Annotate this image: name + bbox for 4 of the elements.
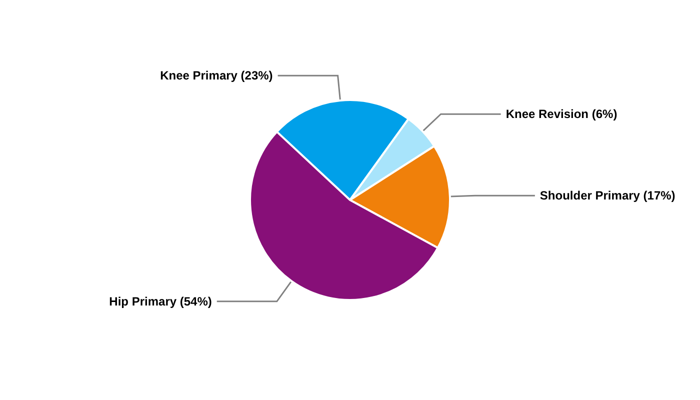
slice-label: Knee Primary (23%) bbox=[160, 68, 273, 83]
slice-label: Shoulder Primary (17%) bbox=[540, 188, 676, 203]
slice-label: Hip Primary (54%) bbox=[109, 294, 212, 308]
slice-label: Knee Revision (6%) bbox=[506, 107, 618, 122]
